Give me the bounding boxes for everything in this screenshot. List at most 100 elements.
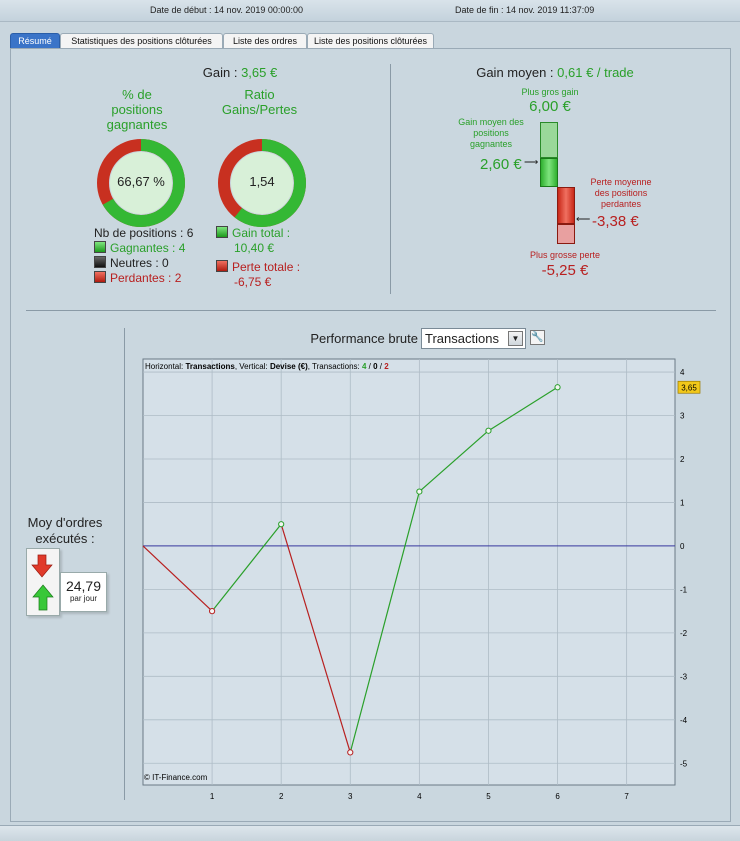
watermark: © IT-Finance.com	[144, 773, 208, 782]
chevron-down-icon[interactable]: ▼	[508, 331, 523, 346]
series-segment	[211, 523, 282, 612]
ratio-value: 1,54	[249, 174, 275, 189]
performance-select[interactable]: Transactions ▼	[421, 328, 526, 349]
performance-chart: 1 2 3 4 5 6 7 4 3 2 1 0 -1 -2 -3 -4 -5 3,65 Horizontal: T…	[142, 358, 701, 801]
neutral-count: Neutres : 0	[110, 256, 169, 270]
x-tick-label: 2	[279, 792, 284, 801]
series-segment	[280, 524, 351, 753]
end-date: Date de fin : 14 nov. 2019 11:37:09	[455, 5, 595, 15]
data-point	[347, 749, 354, 756]
y-tick-label: 3	[680, 412, 685, 421]
biggest-gain-label: Plus gros gain	[521, 87, 579, 97]
series-segment	[418, 430, 489, 493]
orders-arrows-icon	[31, 554, 54, 611]
biggest-gain-value: 6,00 €	[529, 98, 571, 115]
horizontal-divider	[26, 310, 716, 311]
avg-loss-bar	[557, 187, 575, 224]
x-tick-label: 6	[555, 792, 560, 801]
orders-title: Moy d'ordres exécutés :	[27, 515, 103, 546]
biggest-loss-label: Plus grosse perte	[529, 250, 601, 260]
info-n: 0	[373, 362, 378, 371]
avg-gain-value: 0,61 € / trade	[557, 65, 634, 80]
y-tick-label: -3	[680, 672, 688, 681]
data-point	[485, 427, 492, 434]
x-tick-label: 5	[486, 792, 491, 801]
avg-loss-label: Perte moyenne des positions perdantes	[590, 177, 652, 209]
loss-swatch-icon	[94, 271, 106, 283]
orders-card	[26, 548, 60, 616]
avg-loss-value: -3,38 €	[592, 213, 639, 230]
tab-resume[interactable]: Résumé	[10, 33, 60, 49]
left-divider	[124, 328, 125, 800]
vertical-divider	[390, 64, 391, 294]
donut-win-arc	[97, 139, 185, 227]
last-value-label: 3,65	[681, 383, 697, 392]
x-tick-label: 3	[348, 792, 353, 801]
avg-win-label: Gain moyen des positions gagnantes	[458, 117, 524, 149]
performance-select-value: Transactions	[425, 331, 499, 346]
data-point	[416, 488, 423, 495]
series-segment	[349, 491, 420, 753]
info-prefix: Horizontal:	[145, 362, 185, 371]
avg-loss-arrow-icon: ⟵	[576, 214, 591, 225]
nb-positions: Nb de positions : 6	[94, 226, 194, 240]
info-v: Devise (€)	[270, 362, 308, 371]
biggest-loss-bar	[557, 224, 575, 244]
orders-value-box: 24,79 par jour	[60, 572, 107, 612]
series-segment	[488, 386, 558, 432]
donut-center	[110, 152, 172, 214]
ratio-title: Ratio Gains/Pertes	[221, 87, 298, 117]
x-tick-label: 1	[210, 792, 215, 801]
y-tick-label: 2	[680, 455, 685, 464]
tab-closed-stats[interactable]: Statistiques des positions clôturées	[60, 33, 223, 49]
loss-total-value: -6,75 €	[234, 275, 272, 289]
gain-total-label: Gain total :	[232, 226, 291, 240]
totals: Gain total : 10,40 € Perte totale : -6,7…	[216, 226, 300, 290]
gain-label: Gain :	[202, 65, 242, 80]
avg-gain-label: Gain moyen :	[476, 65, 558, 80]
chart-info: Horizontal: Transactions, Vertical: Devi…	[145, 362, 389, 371]
win-swatch-icon	[94, 241, 106, 253]
orders-value: 24,79	[65, 578, 102, 594]
loss-total-icon	[216, 260, 228, 272]
avg-win-value: 2,60 €	[480, 156, 522, 173]
positions-counts: Nb de positions : 6 Gagnantes : 4 Neutre…	[94, 226, 193, 286]
y-tick-label: 0	[680, 542, 685, 551]
loss-total-label: Perte totale :	[232, 260, 301, 274]
data-point	[278, 521, 285, 528]
tab-closed-positions[interactable]: Liste des positions clôturées	[307, 33, 434, 49]
info-tx: , Transactions:	[308, 362, 362, 371]
y-tick-label: -4	[680, 716, 688, 725]
y-tick-label: 1	[680, 498, 685, 507]
pct-winners-value: 66,67 %	[117, 174, 165, 189]
pct-winners-donut	[97, 139, 185, 227]
y-tick-label: -1	[680, 585, 688, 594]
ratio-center	[231, 152, 293, 214]
avg-win-arrow-icon: ⟶	[524, 157, 539, 168]
y-tick-label: 4	[680, 368, 685, 377]
losers-count: Perdantes : 2	[110, 271, 182, 285]
x-tick-label: 4	[417, 792, 422, 801]
series-segment	[142, 545, 213, 612]
gain-headline: Gain : 3,65 €	[140, 65, 340, 80]
winners-count: Gagnantes : 4	[110, 241, 186, 255]
neutral-swatch-icon	[94, 256, 106, 268]
info-h: Transactions	[185, 362, 235, 371]
wrench-icon[interactable]: 🔧	[530, 330, 545, 345]
start-date: Date de début : 14 nov. 2019 00:00:00	[150, 5, 303, 15]
y-tick-label: -2	[680, 629, 688, 638]
performance-title: Performance brute	[310, 331, 418, 346]
tab-orders[interactable]: Liste des ordres	[223, 33, 307, 49]
gain-total-value: 10,40 €	[234, 241, 275, 255]
info-w: 4	[362, 362, 367, 371]
grid	[143, 359, 675, 785]
info-mid: , Vertical:	[235, 362, 270, 371]
gain-value: 3,65 €	[241, 65, 278, 80]
avg-gain-headline: Gain moyen : 0,61 € / trade	[460, 65, 650, 80]
x-tick-label: 7	[624, 792, 629, 801]
pct-winners-title: % de positions gagnantes	[106, 87, 168, 132]
biggest-loss-value: -5,25 €	[541, 262, 589, 279]
axes: 1 2 3 4 5 6 7 4 3 2 1 0 -1 -2 -3 -4 -5 3,65	[210, 368, 701, 801]
date-bar: Date de début : 14 nov. 2019 00:00:00 Da…	[0, 0, 740, 22]
info-l: 2	[384, 362, 389, 371]
